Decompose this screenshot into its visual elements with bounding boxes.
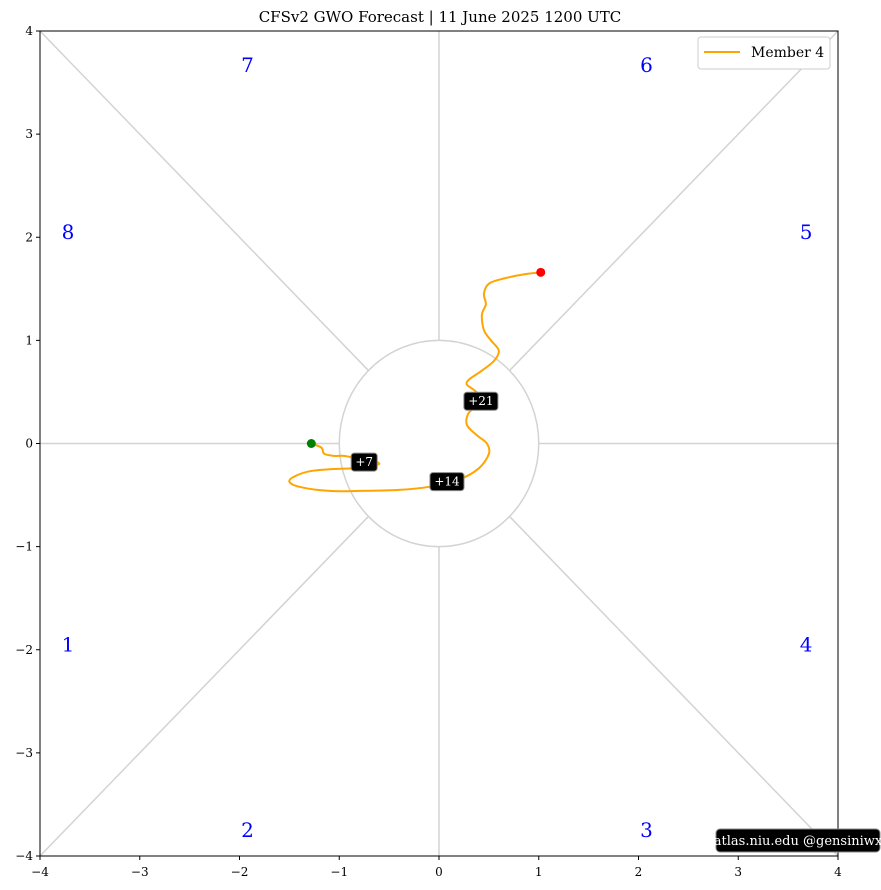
day-labels: +7 +14 +21 — [350, 391, 499, 492]
x-tick-label: −4 — [31, 865, 49, 879]
phase-divider-line — [39, 30, 370, 372]
x-tick-label: −1 — [330, 865, 348, 879]
phase-label-6: 6 — [640, 53, 653, 77]
phase-divider-line — [508, 30, 839, 372]
legend: Member 4 — [697, 36, 831, 70]
credit-text: atlas.niu.edu @gensiniwx — [714, 834, 881, 849]
phase-divider-line — [508, 515, 839, 857]
y-tick-label: 4 — [25, 24, 33, 38]
unit-circle — [338, 339, 540, 548]
day-label-plus14: +14 — [434, 475, 460, 489]
x-tick-label: 1 — [535, 865, 543, 879]
legend-entry: Member 4 — [751, 45, 824, 61]
x-tick-label: 3 — [734, 865, 742, 879]
phase-label-2: 2 — [241, 818, 254, 842]
series-layer — [288, 267, 546, 493]
legend-box — [697, 36, 831, 70]
credit-badge: atlas.niu.edu @gensiniwx — [714, 828, 881, 853]
phase-label-1: 1 — [62, 633, 75, 657]
x-tick-label: 0 — [435, 865, 443, 879]
x-tick-label: 4 — [834, 865, 842, 879]
day-label-box — [350, 452, 378, 472]
y-tick-label: −1 — [15, 540, 33, 554]
y-tick-label: −3 — [15, 746, 33, 760]
y-tick-label: 2 — [25, 230, 33, 244]
end-point-marker — [536, 267, 546, 277]
chart-title: CFSv2 GWO Forecast | 11 June 2025 1200 U… — [259, 8, 622, 26]
phase-guides — [39, 30, 839, 857]
phase-labels: 1 2 3 4 5 6 7 8 — [62, 53, 813, 842]
axis-ticks: −4 −3 −2 −1 0 1 2 3 4 −4 −3 −2 −1 0 1 2 3 4 — [15, 24, 842, 879]
phase-divider-line — [39, 515, 370, 857]
phase-label-7: 7 — [241, 53, 254, 77]
start-point-marker — [306, 439, 316, 448]
y-tick-label: −4 — [15, 849, 33, 863]
x-tick-label: 2 — [635, 865, 643, 879]
phase-label-4: 4 — [800, 633, 813, 657]
y-tick-label: 3 — [25, 127, 33, 141]
y-tick-label: 1 — [25, 333, 33, 347]
day-label-box — [463, 391, 499, 411]
series-line-member-4 — [288, 271, 541, 493]
x-tick-label: −3 — [131, 865, 149, 879]
phase-label-3: 3 — [640, 818, 653, 842]
day-label-plus21: +21 — [468, 394, 493, 408]
credit-box — [715, 828, 881, 853]
phase-label-5: 5 — [800, 220, 813, 244]
y-tick-label: 0 — [25, 437, 33, 451]
day-label-box — [429, 472, 465, 492]
day-label-plus7: +7 — [355, 455, 373, 469]
x-tick-label: −2 — [231, 865, 249, 879]
y-tick-label: −2 — [15, 643, 33, 657]
phase-label-8: 8 — [62, 220, 75, 244]
